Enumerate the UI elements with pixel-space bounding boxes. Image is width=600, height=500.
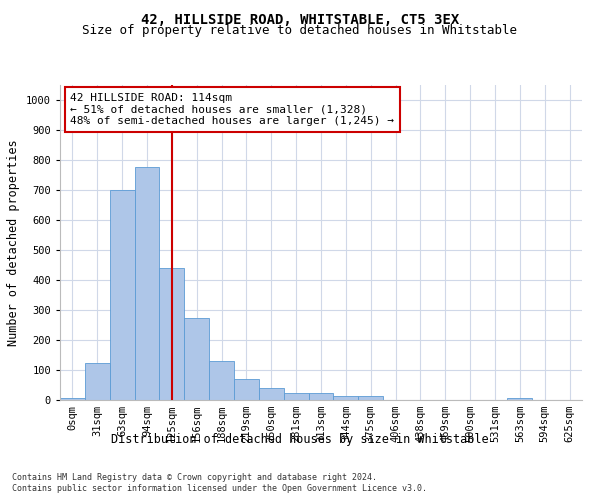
Bar [209, 361, 234, 400]
Bar [259, 388, 284, 400]
Text: Distribution of detached houses by size in Whitstable: Distribution of detached houses by size … [111, 432, 489, 446]
Y-axis label: Number of detached properties: Number of detached properties [7, 139, 20, 346]
Text: Size of property relative to detached houses in Whitstable: Size of property relative to detached ho… [83, 24, 517, 37]
Bar [110, 190, 134, 400]
Bar [334, 396, 358, 400]
Bar [134, 168, 160, 400]
Bar [85, 362, 110, 400]
Text: 42 HILLSIDE ROAD: 114sqm
← 51% of detached houses are smaller (1,328)
48% of sem: 42 HILLSIDE ROAD: 114sqm ← 51% of detach… [70, 93, 394, 126]
Text: Contains HM Land Registry data © Crown copyright and database right 2024.: Contains HM Land Registry data © Crown c… [12, 472, 377, 482]
Text: 42, HILLSIDE ROAD, WHITSTABLE, CT5 3EX: 42, HILLSIDE ROAD, WHITSTABLE, CT5 3EX [141, 12, 459, 26]
Bar [508, 398, 532, 400]
Bar [234, 379, 259, 400]
Bar [284, 392, 308, 400]
Bar [358, 396, 383, 400]
Bar [308, 392, 334, 400]
Text: Contains public sector information licensed under the Open Government Licence v3: Contains public sector information licen… [12, 484, 427, 493]
Bar [160, 268, 184, 400]
Bar [184, 318, 209, 400]
Bar [60, 398, 85, 400]
